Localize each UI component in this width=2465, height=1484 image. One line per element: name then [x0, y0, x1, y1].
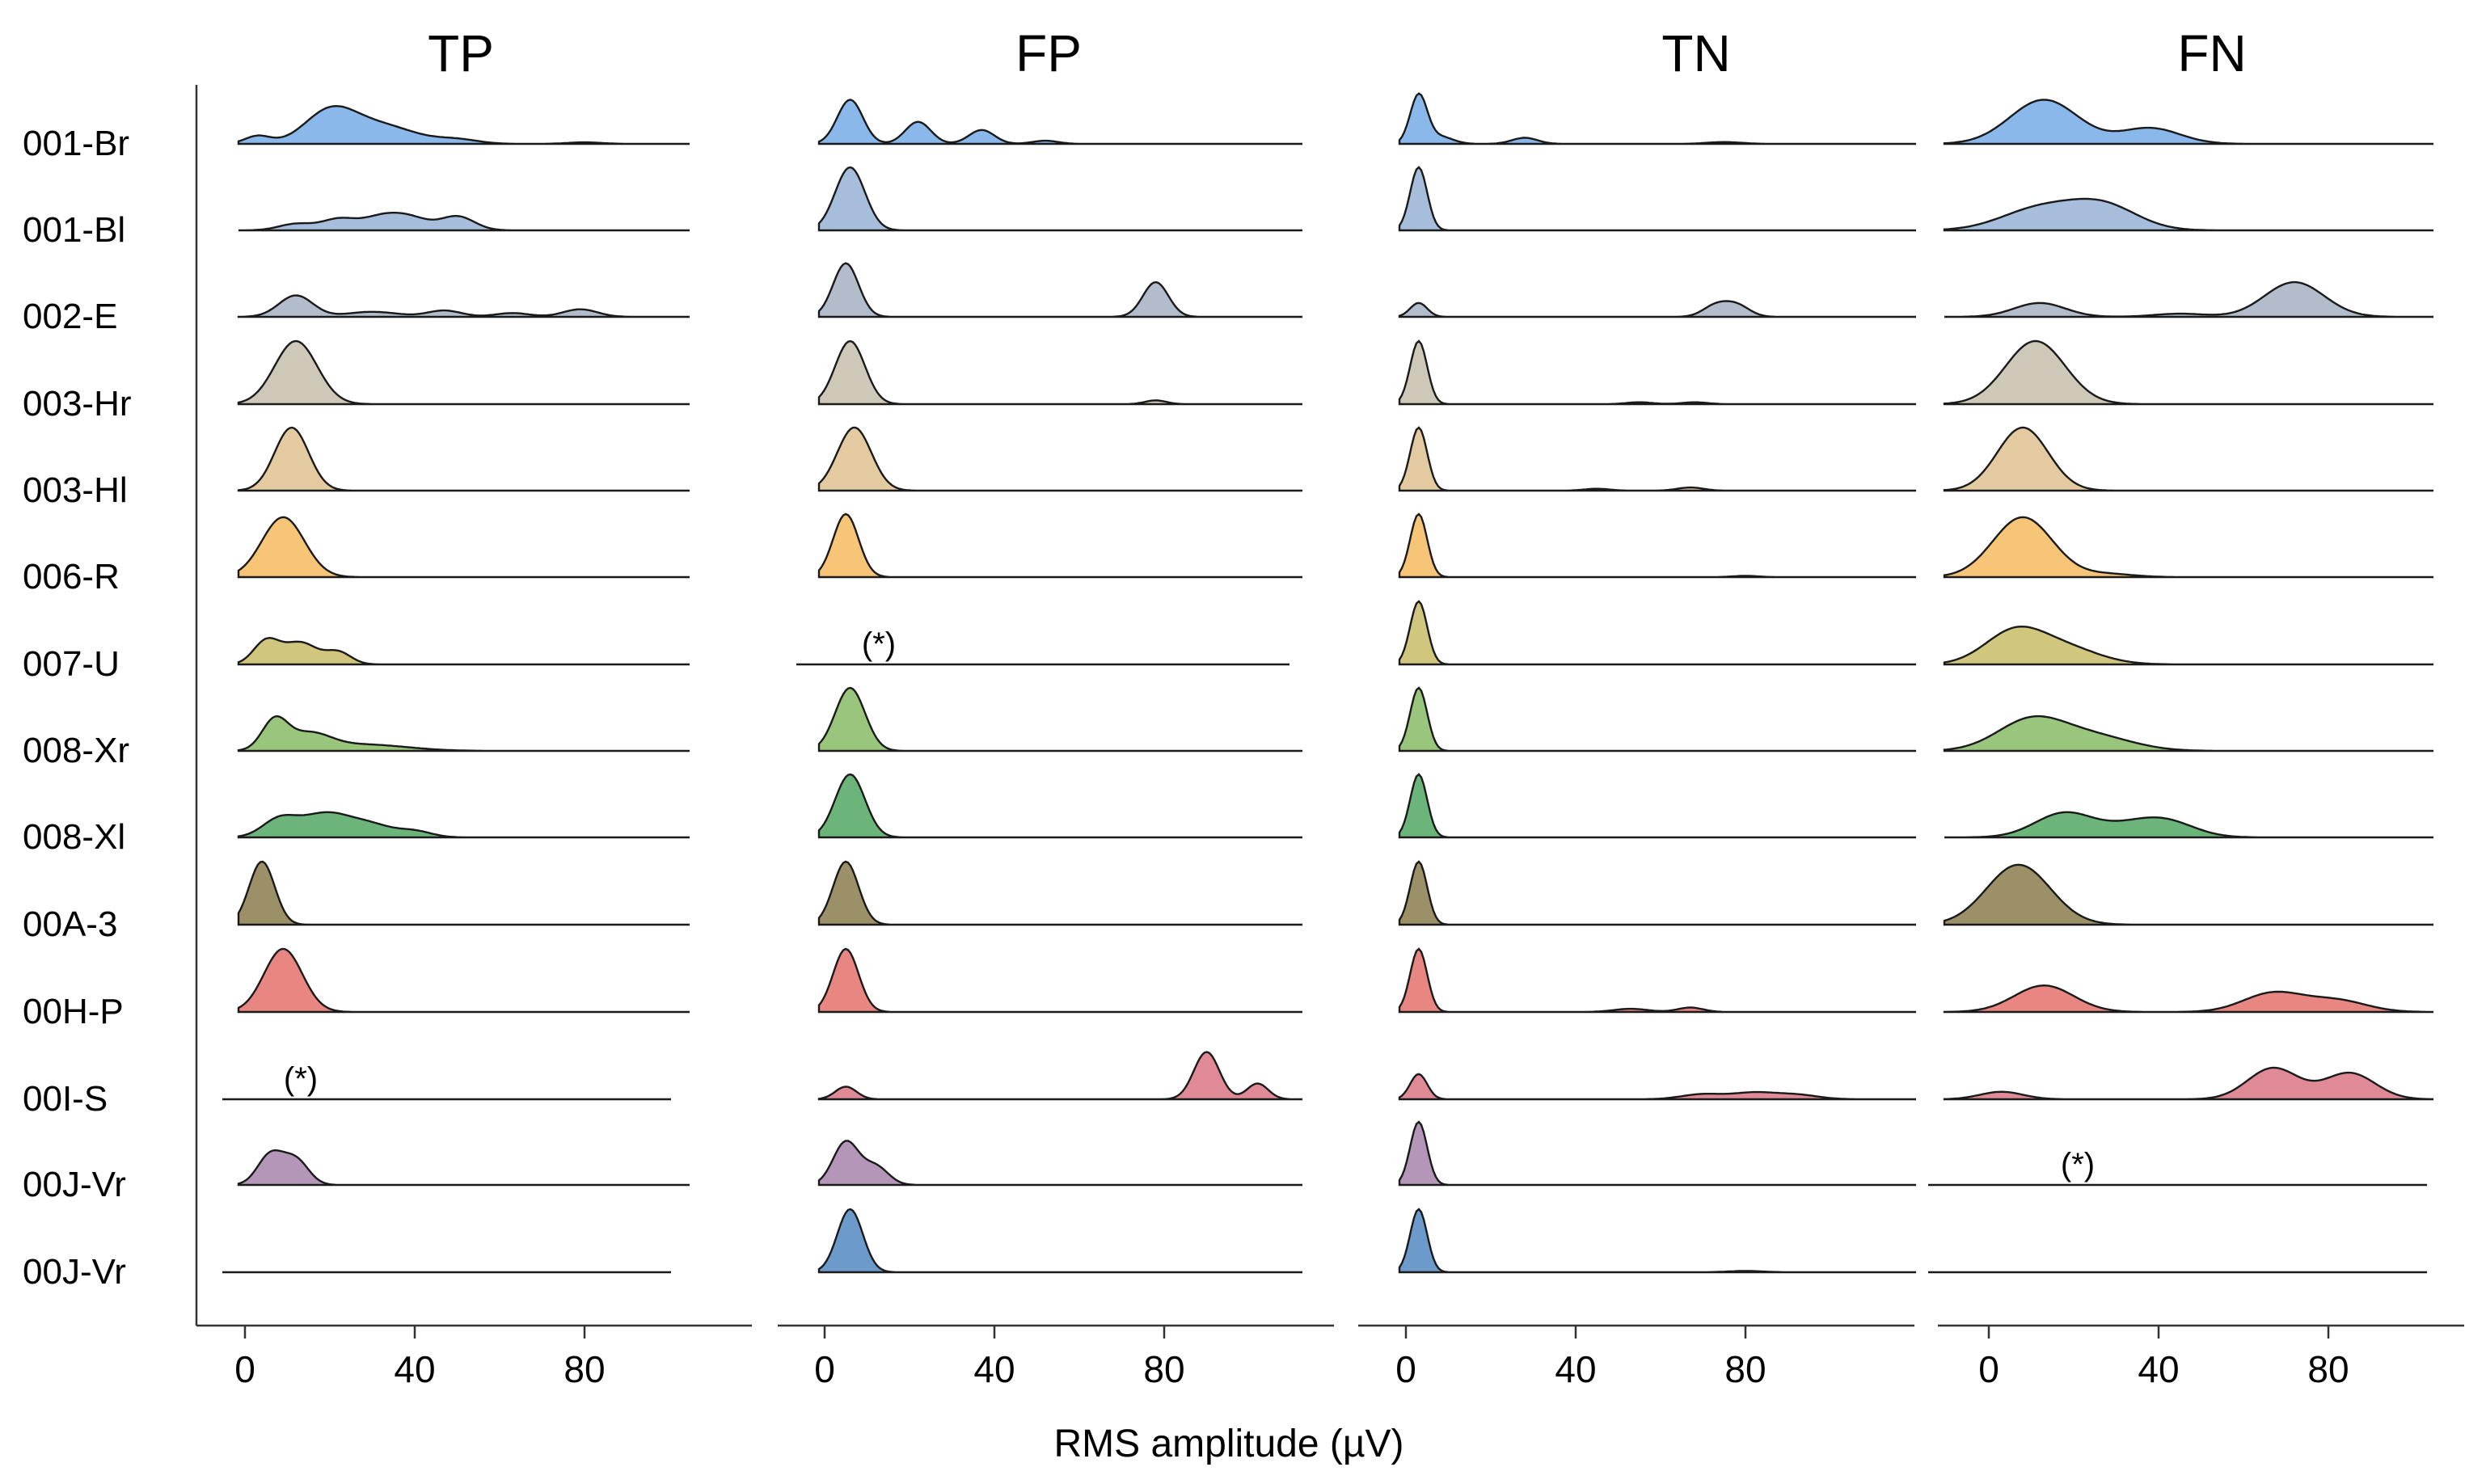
ridge-fn-4: [1943, 426, 2433, 492]
ridge-tp-2: [237, 294, 690, 318]
ridge-tn-7: [1398, 686, 1916, 753]
ridge-fp-5: [817, 512, 1302, 579]
x-tick-label: 0: [234, 1348, 255, 1390]
ridge-fn-9: [1943, 863, 2433, 926]
ridge-fp-13: [817, 1208, 1302, 1274]
row-label: 008-Xl: [23, 817, 125, 857]
ridge-tp-9: [237, 860, 690, 926]
ridge-tp-1: [238, 212, 690, 232]
ridge-tn-3: [1398, 339, 1916, 406]
ridge-fn-8: [1944, 811, 2433, 839]
ridge-tn-6: [1398, 600, 1916, 666]
ridge-fn-3: [1943, 339, 2433, 406]
ridges: (*) (*) (*): [222, 92, 2434, 1274]
row-label: 006-R: [23, 557, 120, 597]
ridge-tn-10: [1398, 947, 1916, 1014]
ridge-tn-2: [1398, 300, 1916, 318]
x-tick-label: 0: [1395, 1348, 1416, 1390]
x-axis-label: RMS amplitude (µV): [1053, 1423, 1403, 1465]
row-label: 001-Br: [23, 124, 129, 163]
ridge-tp-8: [237, 811, 690, 839]
row-label: 00J-Vr: [23, 1252, 126, 1292]
ridge-tp-7: [237, 715, 690, 753]
row-label: 00J-Vr: [23, 1165, 126, 1204]
x-tick-label: 40: [2138, 1348, 2179, 1390]
no-data-marker: (*): [284, 1061, 318, 1097]
ridge-fn-6: [1943, 625, 2433, 666]
row-label: 00H-P: [23, 992, 124, 1031]
ridge-tn-4: [1398, 426, 1916, 492]
ridge-fn-5: [1943, 516, 2433, 579]
x-tick-label: 80: [1143, 1348, 1184, 1390]
ridge-fp-12: [817, 1140, 1302, 1187]
x-tick-label: 40: [394, 1348, 435, 1390]
panel-title-fp: FP: [1015, 24, 1082, 82]
row-label: 001-Bl: [23, 210, 125, 250]
x-tick-label: 80: [1724, 1348, 1766, 1390]
ridge-tn-0: [1398, 92, 1916, 145]
ridge-fn-2: [1944, 280, 2433, 318]
ridge-tn-1: [1398, 166, 1916, 232]
ridge-fn-7: [1943, 715, 2433, 753]
ridge-fp-3: [817, 339, 1302, 406]
ridge-tn-5: [1398, 512, 1916, 579]
ridge-fp-11: [817, 1051, 1302, 1101]
ridge-tn-13: [1398, 1208, 1916, 1274]
ridge-fp-2: [817, 262, 1302, 318]
row-label: 00A-3: [23, 904, 117, 944]
x-tick-label: 40: [1555, 1348, 1596, 1390]
row-label: 003-Hr: [23, 384, 132, 424]
row-label: 003-Hl: [23, 470, 128, 510]
ridge-fn-0: [1943, 99, 2433, 145]
ridge-fp-9: [817, 860, 1302, 926]
ridge-tp-3: [237, 339, 690, 406]
x-tick-label: 40: [973, 1348, 1015, 1390]
ridge-fp-0: [817, 99, 1302, 145]
ridge-tn-9: [1398, 860, 1916, 926]
ridge-fp-8: [817, 773, 1302, 839]
x-tick-label: 0: [814, 1348, 835, 1390]
panel-titles: TP FP TN FN: [428, 24, 2247, 82]
x-tick-label: 0: [1978, 1348, 1999, 1390]
x-tick-label: 80: [2307, 1348, 2349, 1390]
ridge-tn-11: [1398, 1073, 1916, 1101]
ridge-fn-1: [1943, 197, 2433, 232]
row-label: 008-Xr: [23, 731, 129, 770]
ridge-fp-1: [817, 166, 1302, 232]
panel-title-tp: TP: [428, 24, 494, 82]
ridge-tp-6: [237, 636, 690, 666]
x-tick-label: 80: [563, 1348, 605, 1390]
ridge-tp-10: [237, 947, 690, 1014]
row-label: 002-E: [23, 297, 117, 336]
axes: 0 40 80 0 40 80 0 40 80 0 40 80: [195, 85, 2464, 1390]
panel-title-tn: TN: [1661, 24, 1730, 82]
ridge-tp-0: [237, 104, 690, 145]
no-data-marker: (*): [2061, 1147, 2095, 1183]
ridge-fp-4: [817, 426, 1302, 492]
ridge-fn-11: [1943, 1066, 2434, 1101]
ridge-tp-5: [237, 516, 690, 579]
row-label: 00I-S: [23, 1079, 108, 1119]
ridge-tp-4: [237, 426, 690, 492]
ridge-tp-12: [237, 1149, 690, 1187]
row-labels: 001-Br 001-Bl 002-E 003-Hr 003-Hl 006-R 007-U 0…: [23, 124, 132, 1292]
ridge-tn-12: [1398, 1120, 1916, 1187]
panel-title-fn: FN: [2177, 24, 2246, 82]
ridge-fp-10: [817, 947, 1302, 1014]
ridge-fp-7: [817, 686, 1302, 753]
ridge-fn-10: [1943, 984, 2434, 1014]
no-data-marker: (*): [862, 626, 896, 662]
ridge-tn-8: [1398, 773, 1916, 839]
row-label: 007-U: [23, 644, 120, 684]
